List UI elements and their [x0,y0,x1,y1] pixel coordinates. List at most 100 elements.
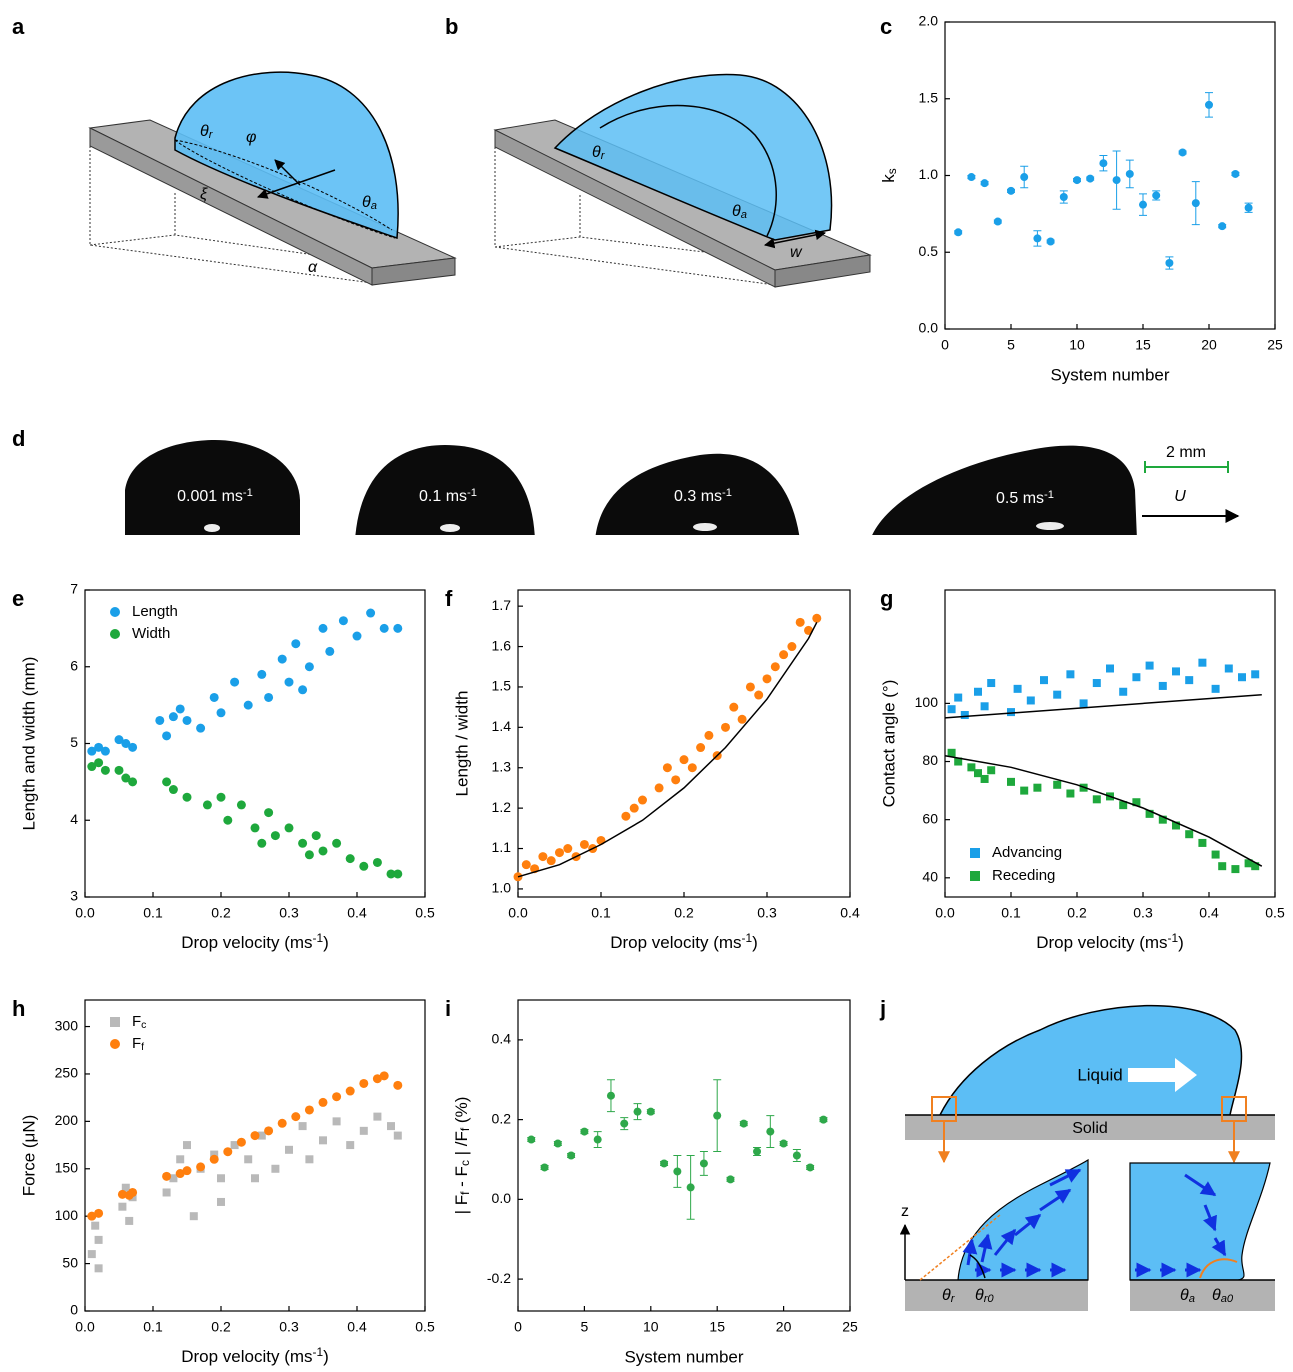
point [1198,659,1206,667]
point [162,777,171,786]
point [360,1127,368,1135]
x-tick-label: 15 [1135,337,1151,353]
point [394,1132,402,1140]
legend-marker [110,607,120,617]
point [244,701,253,710]
point [1218,862,1226,870]
point [1185,676,1193,684]
point [1066,790,1074,798]
legend-marker [970,848,980,858]
point [1152,191,1160,199]
point [319,846,328,855]
point [779,650,788,659]
panel-label: f [445,586,453,611]
point [94,1209,103,1218]
y-tick-label: 0.5 [919,243,939,259]
point [1007,187,1015,195]
y-tick-label: -0.2 [487,1270,511,1286]
point [1086,175,1094,183]
y-tick-label: 0.4 [492,1031,512,1047]
point [967,173,975,181]
y-tick-label: 1.3 [492,758,512,774]
reflection [1036,522,1064,530]
point [196,724,205,733]
y-tick-label: 150 [55,1159,79,1175]
point [987,679,995,687]
point [128,777,137,786]
point [1007,778,1015,786]
advancing-zoom [1130,1163,1270,1280]
point [1159,682,1167,690]
liquid-drop [940,1006,1241,1115]
x-tick-label: 10 [1069,337,1085,353]
point [660,1159,668,1167]
point [333,1117,341,1125]
point [554,1140,562,1148]
velocity-label: U [1174,488,1186,505]
text-segment: f [141,1041,144,1053]
x-tick-label: 0.2 [211,1319,231,1335]
point [1146,662,1154,670]
point [299,1122,307,1130]
text-segment: s [885,168,899,174]
point [1014,685,1022,693]
y-tick-label: 3 [70,888,78,904]
text-segment: a [741,209,747,221]
point [183,1166,192,1175]
x-tick-label: 0.1 [591,905,611,921]
point [1020,173,1028,181]
point [251,1131,260,1140]
fit-line [518,622,817,877]
point [1198,839,1206,847]
point [630,804,639,813]
text-segment: -1 [742,931,753,945]
point [339,616,348,625]
legend-label: Width [132,625,170,642]
diagram-j [905,1006,1275,1311]
point [1033,784,1041,792]
point [183,716,192,725]
point [793,1152,801,1160]
point [237,800,246,809]
point [1060,193,1068,201]
liquid-label: Liquid [1077,1065,1122,1084]
y-tick-label: 0 [70,1302,78,1318]
point [567,1152,575,1160]
text-segment: ) [323,1347,329,1366]
point [305,1105,314,1114]
point [298,685,307,694]
text-segment: Drop velocity (ms [181,933,312,952]
point [607,1092,615,1100]
point [278,655,287,664]
point [527,1136,535,1144]
point [291,1112,300,1121]
point [1212,685,1220,693]
point [638,796,647,805]
x-axis-label: System number [624,1347,743,1366]
point [1047,238,1055,246]
y-axis-label: Length / width [452,691,471,797]
width-label: w [790,244,803,261]
figure: a b c d e f g h i j θr φ ξ θa α θr θa w … [0,0,1293,1372]
text-segment: a [371,200,377,212]
solid-zoom [905,1280,1088,1311]
point [210,693,219,702]
point [1053,781,1061,789]
point [393,869,402,878]
point [634,1108,642,1116]
solid-label: Solid [1072,1120,1108,1137]
text-segment: θ [200,123,209,140]
point [1073,176,1081,184]
point [514,872,523,881]
y-tick-label: 6 [70,657,78,673]
point [597,836,606,845]
y-tick-label: 2.0 [919,13,939,29]
point [223,816,232,825]
point [1245,204,1253,212]
point [1238,673,1246,681]
angle-label: α [308,259,318,276]
point [1126,170,1134,178]
text-segment: c [141,1019,146,1031]
point [393,624,402,633]
point [987,766,995,774]
